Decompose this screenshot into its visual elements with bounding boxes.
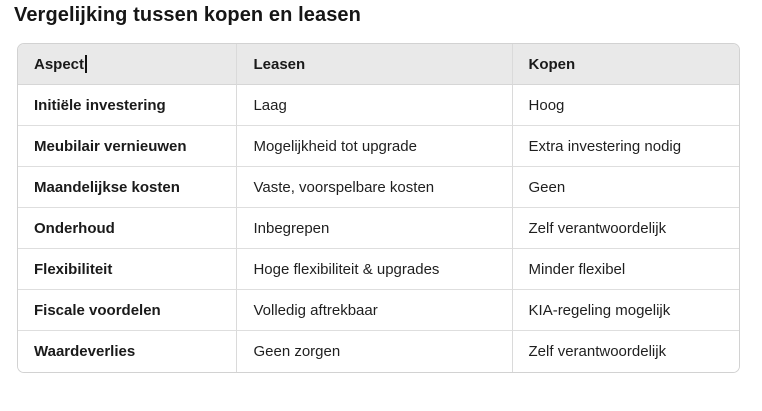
- cell-kopen[interactable]: Zelf verantwoordelijk: [512, 331, 739, 372]
- table-row: Flexibiliteit Hoge flexibiliteit & upgra…: [18, 249, 739, 290]
- comparison-table: Aspect Leasen Kopen Initiële investering…: [17, 43, 740, 373]
- table-header: Aspect Leasen Kopen: [18, 44, 739, 85]
- table-row: Waardeverlies Geen zorgen Zelf verantwoo…: [18, 331, 739, 372]
- cell-kopen[interactable]: Zelf verantwoordelijk: [512, 208, 739, 249]
- table-row: Initiële investering Laag Hoog: [18, 85, 739, 126]
- cell-aspect[interactable]: Flexibiliteit: [18, 249, 238, 290]
- table-row: Onderhoud Inbegrepen Zelf verantwoordeli…: [18, 208, 739, 249]
- cell-aspect[interactable]: Waardeverlies: [18, 331, 238, 372]
- cell-kopen[interactable]: Minder flexibel: [512, 249, 739, 290]
- cell-leasen[interactable]: Hoge flexibiliteit & upgrades: [237, 249, 513, 290]
- column-header-kopen-label: Kopen: [528, 55, 576, 73]
- table-row: Meubilair vernieuwen Mogelijkheid tot up…: [18, 126, 739, 167]
- cell-leasen[interactable]: Vaste, voorspelbare kosten: [237, 167, 513, 208]
- cell-aspect[interactable]: Fiscale voordelen: [18, 290, 238, 331]
- cell-leasen[interactable]: Mogelijkheid tot upgrade: [237, 126, 513, 167]
- cell-kopen[interactable]: Geen: [512, 167, 739, 208]
- column-header-leasen-label: Leasen: [253, 55, 306, 73]
- table-header-row: Aspect Leasen Kopen: [18, 44, 739, 85]
- cell-kopen[interactable]: KIA-regeling mogelijk: [512, 290, 739, 331]
- cell-kopen[interactable]: Hoog: [512, 85, 739, 126]
- page-title: Vergelijking tussen kopen en leasen: [14, 4, 361, 26]
- column-header-leasen[interactable]: Leasen: [237, 44, 513, 85]
- column-header-aspect-label: Aspect: [34, 56, 85, 73]
- cell-aspect[interactable]: Onderhoud: [18, 208, 238, 249]
- text-caret-icon: [85, 55, 87, 73]
- cell-aspect[interactable]: Initiële investering: [18, 85, 238, 126]
- table-row: Fiscale voordelen Volledig aftrekbaar KI…: [18, 290, 739, 331]
- cell-leasen[interactable]: Inbegrepen: [237, 208, 513, 249]
- cell-leasen[interactable]: Volledig aftrekbaar: [237, 290, 513, 331]
- cell-kopen[interactable]: Extra investering nodig: [512, 126, 739, 167]
- table-row: Maandelijkse kosten Vaste, voorspelbare …: [18, 167, 739, 208]
- cell-aspect[interactable]: Maandelijkse kosten: [18, 167, 238, 208]
- cell-aspect[interactable]: Meubilair vernieuwen: [18, 126, 238, 167]
- cell-leasen[interactable]: Laag: [237, 85, 513, 126]
- column-header-aspect[interactable]: Aspect: [18, 44, 238, 85]
- table-body: Initiële investering Laag Hoog Meubilair…: [18, 85, 739, 372]
- column-header-kopen[interactable]: Kopen: [512, 44, 739, 85]
- cell-leasen[interactable]: Geen zorgen: [237, 331, 513, 372]
